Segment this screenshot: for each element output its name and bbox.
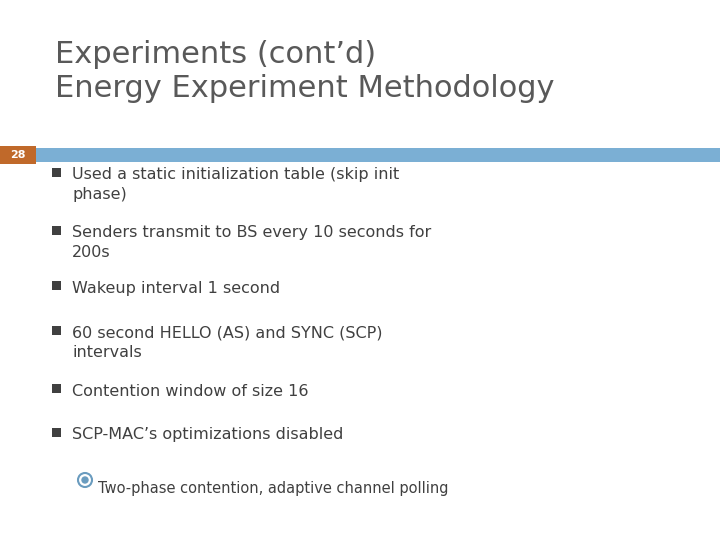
Text: Used a static initialization table (skip init
phase): Used a static initialization table (skip… [72,167,400,202]
FancyBboxPatch shape [52,280,61,289]
FancyBboxPatch shape [0,148,720,162]
Text: 60 second HELLO (AS) and SYNC (SCP)
intervals: 60 second HELLO (AS) and SYNC (SCP) inte… [72,326,382,360]
FancyBboxPatch shape [52,326,61,334]
FancyBboxPatch shape [52,167,61,177]
Text: Wakeup interval 1 second: Wakeup interval 1 second [72,280,280,295]
Text: Experiments (cont’d)
Energy Experiment Methodology: Experiments (cont’d) Energy Experiment M… [55,40,554,103]
Text: 28: 28 [10,150,26,160]
Text: Senders transmit to BS every 10 seconds for
200s: Senders transmit to BS every 10 seconds … [72,226,431,260]
Text: Contention window of size 16: Contention window of size 16 [72,383,308,399]
Circle shape [82,477,88,483]
Text: Two-phase contention, adaptive channel polling: Two-phase contention, adaptive channel p… [98,481,449,496]
Text: SCP-MAC’s optimizations disabled: SCP-MAC’s optimizations disabled [72,428,343,442]
FancyBboxPatch shape [0,146,36,164]
FancyBboxPatch shape [52,226,61,234]
FancyBboxPatch shape [52,383,61,393]
FancyBboxPatch shape [52,428,61,436]
